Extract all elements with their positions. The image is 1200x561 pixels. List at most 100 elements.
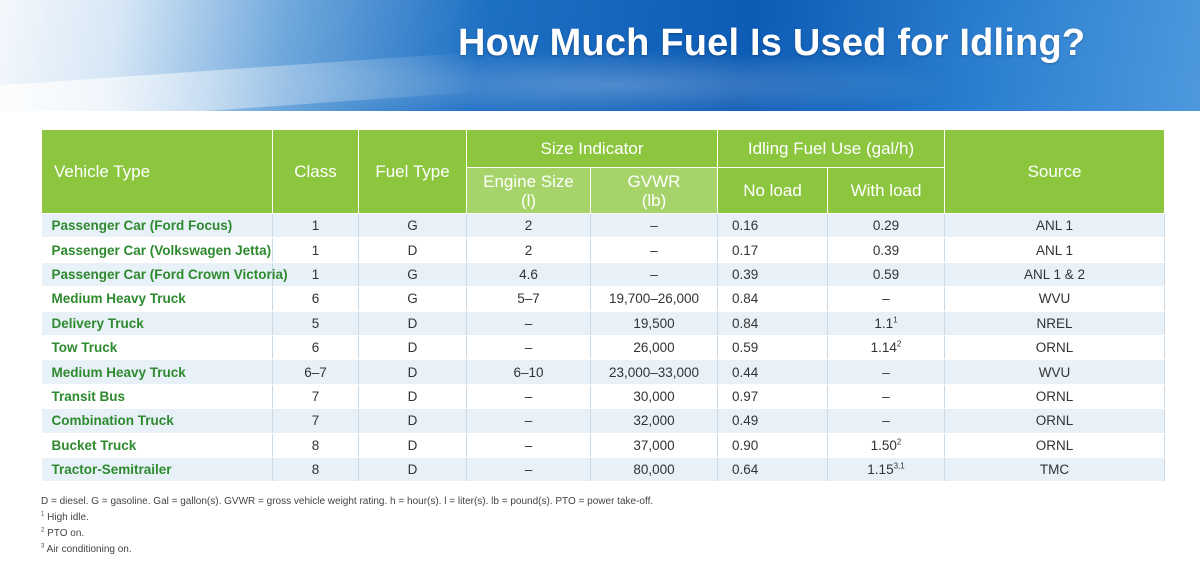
header-gvwr-label: GVWR <box>627 171 681 191</box>
cell-engine-size: – <box>466 335 591 361</box>
footnote-3-text: Air conditioning on. <box>46 544 132 555</box>
table-row: Tractor-Semitrailer 8 D –80,000 0.64 1.153,1 T… <box>41 457 1165 483</box>
cell-engine-size: 2 <box>466 237 591 263</box>
page-title: How Much Fuel Is Used for Idling? <box>458 22 1086 64</box>
footnote-2-text: PTO on. <box>47 528 85 539</box>
cell-fuel-type: D <box>358 433 467 458</box>
table-row: Tow Truck 6 D –26,000 0.59 1.142 ORNL <box>41 335 1165 361</box>
cell-class: 6 <box>272 286 359 312</box>
footnote-2-mark: 2 <box>41 527 45 534</box>
footnote-1-text: High idle. <box>47 512 89 523</box>
cell-class: 1 <box>272 262 359 288</box>
cell-class: 7 <box>272 408 359 434</box>
footnote-reference: 2 <box>896 437 902 447</box>
cell-with-load: 1.11 <box>827 311 945 336</box>
cell-class: 7 <box>272 384 359 410</box>
cell-with-load-value: 1.1 <box>874 315 894 331</box>
cell-with-load: 0.39 <box>827 237 945 263</box>
table-row: Passenger Car (Volkswagen Jetta) 1 D 2–0.17… <box>41 237 1165 263</box>
cell-with-load-value: 0.59 <box>872 266 900 282</box>
cell-with-load-value: 1.50 <box>870 437 897 453</box>
cell-with-load: 1.153,1 <box>827 457 945 483</box>
header-idling-fuel-use: Idling Fuel Use (gal/h) <box>717 129 945 168</box>
cell-with-load: 1.142 <box>827 335 945 361</box>
cell-fuel-type: D <box>358 408 467 434</box>
header-engine-size: Engine Size (l) <box>466 167 591 214</box>
cell-with-load-value: – <box>882 388 890 404</box>
cell-no-load: 0.49 <box>717 408 828 434</box>
cell-class: 8 <box>272 457 359 483</box>
header-size-indicator: Size Indicator <box>466 129 718 168</box>
cell-gvwr: 80,000 <box>590 457 718 483</box>
cell-no-load: 0.90 <box>717 433 828 458</box>
cell-no-load: 0.97 <box>717 384 828 410</box>
cell-class: 1 <box>272 213 359 239</box>
table-row: Transit Bus 7 D –30,000 0.97– ORNL <box>41 384 1165 410</box>
cell-vehicle-type: Passenger Car (Ford Crown Victoria) <box>41 262 288 288</box>
cell-vehicle-type: Bucket Truck <box>41 433 273 458</box>
cell-fuel-type: G <box>358 286 467 312</box>
cell-source: WVU <box>944 286 1165 312</box>
cell-fuel-type: D <box>358 384 467 410</box>
cell-with-load: – <box>827 286 945 312</box>
cell-vehicle-type: Combination Truck <box>41 408 273 434</box>
cell-engine-size: – <box>466 311 591 336</box>
cell-with-load-value: – <box>882 291 890 307</box>
footnote-2: 2 PTO on. <box>41 526 1041 542</box>
cell-source: WVU <box>944 359 1165 385</box>
cell-source: ORNL <box>944 335 1165 361</box>
cell-with-load: – <box>827 408 945 434</box>
header-with-load: With load <box>827 167 945 214</box>
cell-engine-size: – <box>466 408 591 434</box>
cell-gvwr: – <box>590 237 718 263</box>
cell-vehicle-type: Tow Truck <box>41 335 273 361</box>
header-vehicle-type: Vehicle Type <box>41 129 273 214</box>
footnote-3: 3 Air conditioning on. <box>41 542 1041 558</box>
cell-class: 8 <box>272 433 359 458</box>
cell-no-load: 0.44 <box>717 359 828 385</box>
cell-with-load: 0.59 <box>827 262 945 288</box>
cell-with-load: 0.29 <box>827 213 945 239</box>
cell-engine-size: – <box>466 457 591 483</box>
cell-no-load: 0.17 <box>717 237 828 263</box>
cell-no-load: 0.84 <box>717 311 828 336</box>
cell-with-load-value: 1.14 <box>870 340 897 356</box>
idling-fuel-table: Vehicle Type Class Fuel Type Size Indica… <box>41 129 1165 483</box>
title-banner: How Much Fuel Is Used for Idling? <box>0 0 1200 111</box>
table-row: Combination Truck 7 D –32,000 0.49– ORNL <box>41 408 1165 434</box>
table-row: Medium Heavy Truck 6 G 5–7 19,700–26,000 0.84… <box>41 286 1165 312</box>
cell-gvwr: 32,000 <box>590 408 718 434</box>
header-source: Source <box>944 129 1165 214</box>
footnote-1-mark: 1 <box>41 511 45 518</box>
cell-fuel-type: D <box>358 457 467 483</box>
cell-with-load-value: – <box>882 364 890 380</box>
cell-source: TMC <box>944 457 1165 483</box>
abbreviation-legend: D = diesel. G = gasoline. Gal = gallon(s… <box>41 496 654 507</box>
table-row: Passenger Car (Ford Crown Victoria) 1 G 4.6… <box>41 262 1165 288</box>
cell-no-load: 0.59 <box>717 335 828 361</box>
header-engine-size-label: Engine Size <box>483 171 574 191</box>
cell-vehicle-type: Transit Bus <box>41 384 273 410</box>
cell-gvwr: 23,000–33,000 <box>590 359 718 385</box>
cell-fuel-type: D <box>358 359 467 385</box>
cell-with-load: – <box>827 359 945 385</box>
footnote-3-mark: 3 <box>41 543 45 550</box>
cell-gvwr: 26,000 <box>590 335 718 361</box>
cell-no-load: 0.39 <box>717 262 828 288</box>
cell-source: NREL <box>944 311 1165 336</box>
cell-source: ANL 1 <box>944 213 1165 239</box>
cell-source: ORNL <box>944 408 1165 434</box>
cell-fuel-type: G <box>358 262 467 288</box>
cell-engine-size: 5–7 <box>466 286 591 312</box>
cell-with-load: – <box>827 384 945 410</box>
cell-with-load-value: 0.39 <box>872 242 900 258</box>
cell-gvwr: 19,700–26,000 <box>590 286 718 312</box>
cell-no-load: 0.64 <box>717 457 828 483</box>
cell-source: ORNL <box>944 384 1165 410</box>
footnote-reference: 3,1 <box>893 461 905 471</box>
header-fuel-type: Fuel Type <box>358 129 467 214</box>
table-notes: D = diesel. G = gasoline. Gal = gallon(s… <box>41 494 1041 558</box>
cell-source: ORNL <box>944 433 1165 458</box>
cell-class: 5 <box>272 311 359 336</box>
footnote-reference: 2 <box>896 339 902 349</box>
